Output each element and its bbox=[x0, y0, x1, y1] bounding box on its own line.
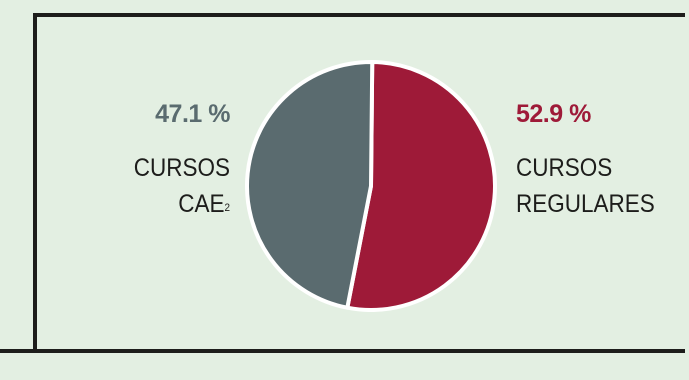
slice-name-label-cae: CURSOS CAE2 bbox=[113, 150, 230, 222]
footnote-marker: 2 bbox=[224, 202, 230, 214]
pie-svg bbox=[245, 60, 497, 312]
slice-value-label-regulares: 52.9 % bbox=[516, 100, 591, 128]
frame-connector-line bbox=[0, 349, 35, 353]
chart-frame bbox=[33, 13, 685, 353]
pie-chart bbox=[245, 60, 497, 312]
slice-name-line-1: CURSOS bbox=[516, 154, 613, 182]
slice-name-label-regulares: CURSOS REGULARES bbox=[516, 150, 655, 222]
slice-value-label-cae: 47.1 % bbox=[155, 100, 230, 128]
slice-name-line-2: CAE2 bbox=[178, 190, 230, 218]
slice-name-line-2: REGULARES bbox=[516, 190, 655, 218]
pie-slice-1 bbox=[245, 60, 375, 310]
pie-slice-0 bbox=[345, 60, 497, 312]
slice-name-line-1: CURSOS bbox=[133, 154, 230, 182]
